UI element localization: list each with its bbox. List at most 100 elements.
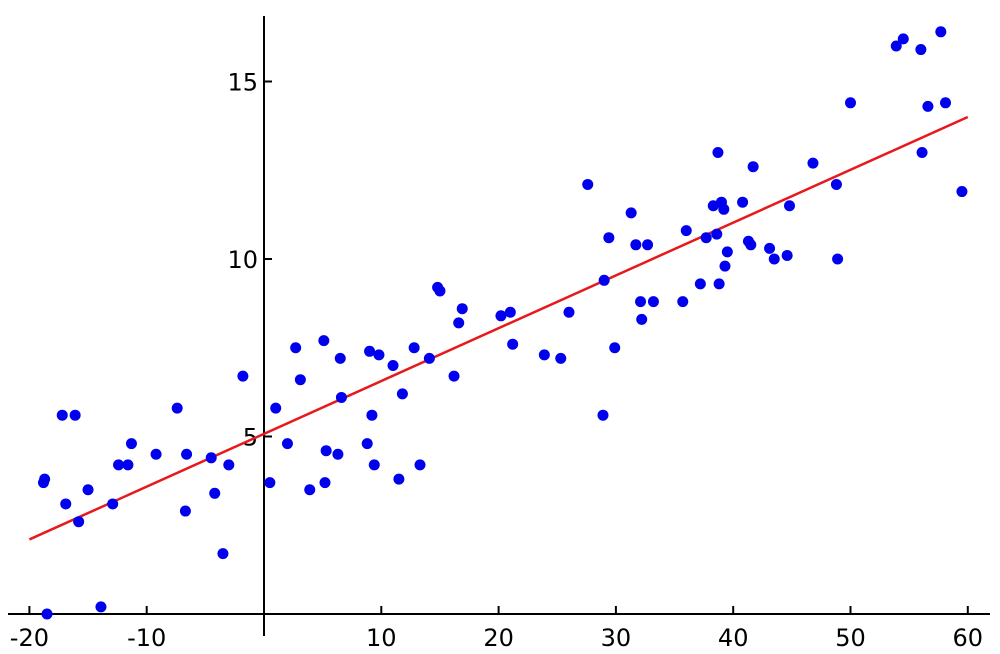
data-point (318, 335, 330, 347)
fit-line (28, 115, 969, 541)
data-point (320, 445, 332, 457)
data-point (625, 207, 637, 219)
y-tick-label: 15 (227, 69, 258, 97)
data-point (205, 452, 217, 464)
data-point (915, 44, 927, 56)
data-point (423, 352, 435, 364)
data-point (764, 242, 776, 254)
fit-line-group (28, 115, 969, 541)
data-point (597, 409, 609, 421)
data-point (721, 246, 733, 258)
data-point (807, 157, 819, 169)
ticks (28, 80, 969, 614)
y-tick-label: 5 (243, 424, 258, 452)
data-point (181, 448, 193, 460)
data-point (414, 459, 426, 471)
data-point (434, 285, 446, 297)
data-point (368, 459, 380, 471)
data-point (456, 303, 468, 315)
data-point (122, 459, 134, 471)
data-point (408, 342, 420, 354)
data-point (603, 232, 615, 244)
data-point (922, 100, 934, 112)
data-point (56, 409, 68, 421)
data-point (745, 239, 757, 251)
data-point (237, 370, 249, 382)
data-point (281, 438, 293, 450)
data-point (642, 239, 654, 251)
data-point (747, 161, 759, 173)
data-point (630, 239, 642, 251)
data-point (781, 249, 793, 261)
data-point (332, 448, 344, 460)
data-point (179, 505, 191, 517)
data-point (713, 278, 725, 290)
data-point (635, 296, 647, 308)
data-point (555, 352, 567, 364)
data-point (41, 608, 53, 620)
data-point (935, 26, 947, 38)
data-point (125, 438, 137, 450)
data-point (294, 374, 306, 386)
data-point (290, 342, 302, 354)
x-tick-label: 60 (953, 624, 984, 652)
x-tick-label: -20 (10, 624, 49, 652)
data-point (361, 438, 373, 450)
data-point (897, 33, 909, 45)
data-point (718, 203, 730, 215)
data-point (495, 310, 507, 322)
data-point (393, 473, 405, 485)
data-point (700, 232, 712, 244)
data-point (890, 40, 902, 52)
data-point (387, 360, 399, 371)
data-point (95, 601, 107, 613)
data-point (69, 409, 81, 421)
data-point (504, 306, 516, 318)
data-point (737, 196, 749, 208)
data-point (768, 253, 780, 265)
data-point (60, 498, 72, 510)
data-point (82, 484, 94, 496)
data-point (217, 548, 229, 560)
data-point (334, 352, 346, 364)
x-tick-label: 40 (718, 624, 749, 652)
data-point (335, 391, 347, 403)
data-point (507, 338, 519, 350)
data-point (598, 274, 610, 286)
data-point (73, 516, 85, 528)
data-point (707, 200, 719, 212)
data-point (364, 345, 376, 357)
data-point (538, 349, 550, 361)
data-point (113, 459, 125, 471)
data-point (264, 477, 276, 489)
data-point (636, 313, 648, 325)
x-tick-label: 10 (366, 624, 397, 652)
axes (8, 16, 990, 636)
data-point (453, 317, 465, 329)
data-point (270, 402, 282, 414)
data-point (711, 228, 723, 240)
data-point (373, 349, 385, 361)
data-point (719, 260, 731, 272)
data-point (677, 296, 689, 308)
data-point (694, 278, 706, 290)
data-point (916, 147, 928, 158)
data-point (832, 253, 844, 265)
data-point (366, 409, 378, 421)
data-point (396, 388, 408, 400)
data-point (845, 97, 856, 109)
data-point (647, 296, 659, 308)
data-point (223, 459, 235, 471)
data-point (563, 306, 575, 318)
data-point (448, 370, 460, 382)
y-tick-label: 10 (227, 246, 258, 274)
data-point (609, 342, 621, 354)
data-point (830, 178, 842, 190)
data-point (171, 402, 183, 414)
data-point (209, 487, 221, 499)
data-point (319, 477, 331, 489)
data-point (940, 97, 952, 109)
data-point (712, 147, 724, 158)
x-tick-label: 30 (601, 624, 632, 652)
